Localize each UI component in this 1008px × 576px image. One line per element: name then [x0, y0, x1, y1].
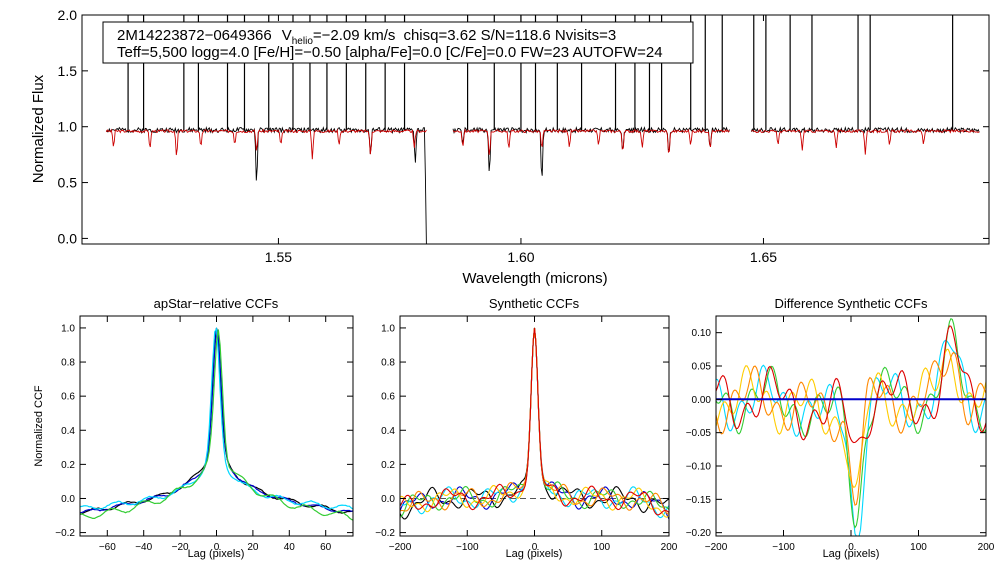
ccf-synthetic-x-tick-label: −200 — [389, 542, 412, 553]
ccf-difference-series-visit-3 — [715, 317, 987, 529]
ccf-synthetic-y-tick-label: −0.2 — [375, 528, 395, 539]
ccf-difference-y-tick-label: −0.05 — [686, 428, 712, 439]
spectrum-axes: 1.55 1.60 1.65 0.0 0.5 1.0 1.5 2.0 — [58, 7, 989, 265]
ccf-difference-x-tick-label: 100 — [910, 542, 927, 553]
annotation-vhelio-value: =−2.09 km/s — [313, 27, 396, 44]
ccf-difference-y-tick-label: 0.10 — [692, 328, 712, 339]
ccf-synthetic-x-tick-label: 200 — [661, 542, 678, 553]
ccf-apstar-y-axis-label: Normalized CCF — [33, 385, 45, 467]
ccf-synthetic-y-tick-label: 0.4 — [381, 426, 395, 437]
spectrum-series-synthetic — [452, 128, 730, 155]
annotation-box: 2M14223872−0649366 Vhelio=−2.09 km/s chisq… — [102, 21, 694, 64]
ccf-difference-x-tick-label: 0 — [848, 542, 854, 553]
ccf-difference-x-tick-label: −200 — [705, 542, 728, 553]
ccf-synthetic-x-axis-label: Lag (pixels) — [506, 548, 563, 560]
ccf-apstar-x-tick-label: 20 — [247, 542, 259, 553]
annotation-star-id: 2M14223872−0649366 — [117, 27, 272, 44]
ccf-apstar-series-visit-2 — [79, 328, 354, 514]
ccf-apstar-series-visit-3 — [79, 326, 354, 510]
spectrum-y-tick-label: 1.0 — [58, 119, 78, 135]
ccf-apstar-x-axis-label: Lag (pixels) — [188, 548, 245, 560]
ccf-apstar-series-visit-4 — [79, 329, 354, 521]
ccf-apstar-x-tick-label: −60 — [99, 542, 116, 553]
ccf-apstar-panel: apStar−relative CCFs −60 −40 −20 0 20 40 60 −0.… — [33, 296, 354, 560]
annotation-line-2: Teff=5,500 logg=4.0 [Fe/H]=−0.50 [alpha/… — [117, 44, 663, 61]
spectrum-frame — [81, 14, 990, 245]
ccf-apstar-y-tick-label: 0.2 — [61, 460, 75, 471]
ccf-synthetic-x-tick-label: −100 — [456, 542, 479, 553]
ccf-synthetic-y-tick-label: 0.0 — [381, 494, 395, 505]
ccf-difference-panel: Difference Synthetic CCFs −200 −100 0 100 20… — [686, 296, 995, 560]
ccf-synthetic-x-tick-label: 100 — [593, 542, 610, 553]
spectrum-series-observed — [105, 125, 427, 245]
ccf-synthetic-plot-area — [399, 327, 670, 520]
ccf-synthetic-series-visit-1 — [399, 327, 670, 520]
ccf-synthetic-series-visit-3 — [399, 327, 670, 519]
spectrum-x-axis-label: Wavelength (microns) — [462, 270, 607, 287]
spectrum-x-tick-label: 1.65 — [750, 249, 777, 265]
annotation-stats: chisq=3.62 S/N=118.6 Nvisits=3 — [403, 27, 616, 44]
ccf-difference-series-visit-6 — [715, 325, 987, 444]
ccf-difference-y-tick-label: −0.20 — [686, 528, 712, 539]
ccf-synthetic-y-tick-label: 0.8 — [381, 358, 395, 369]
ccf-synthetic-series-visit-6 — [399, 327, 670, 515]
ccf-synthetic-axes: −200 −100 0 100 200 −0.2 0.0 0.2 0.4 0.6 0.8 1.0 — [375, 316, 678, 553]
spectrum-series-synthetic — [751, 128, 980, 155]
spectrum-y-tick-label: 2.0 — [58, 7, 78, 23]
ccf-apstar-y-tick-label: 1.0 — [61, 323, 75, 334]
ccf-apstar-x-tick-label: 0 — [214, 542, 220, 553]
ccf-synthetic-y-tick-label: 0.2 — [381, 460, 395, 471]
ccf-difference-title: Difference Synthetic CCFs — [775, 296, 928, 311]
ccf-difference-y-tick-label: −0.15 — [686, 495, 712, 506]
ccf-apstar-x-tick-label: −20 — [172, 542, 189, 553]
ccf-apstar-axes: −60 −40 −20 0 20 40 60 −0.2 0.0 0.2 0.4 0.6 0.8 1.0 — [55, 316, 353, 553]
ccf-difference-x-tick-label: −100 — [772, 542, 795, 553]
ccf-synthetic-y-tick-label: 0.6 — [381, 392, 395, 403]
spectrum-series-synthetic — [105, 128, 427, 160]
annotation-vhelio-sub: helio — [292, 36, 314, 47]
ccf-difference-y-tick-label: 0.00 — [692, 395, 712, 406]
spectrum-panel: 1.55 1.60 1.65 0.0 0.5 1.0 1.5 2.0 Wavelength (… — [30, 7, 990, 287]
spectrum-y-tick-label: 0.0 — [58, 230, 78, 246]
annotation-line-1: 2M14223872−0649366 Vhelio=−2.09 km/s chisq… — [117, 27, 616, 47]
ccf-difference-axes: −200 −100 0 100 200 −0.20 −0.15 −0.10 −0.05 0.00 0… — [686, 316, 995, 553]
ccf-apstar-y-tick-label: 0.6 — [61, 392, 75, 403]
ccf-apstar-x-tick-label: 40 — [284, 542, 296, 553]
ccf-apstar-y-tick-label: 0.0 — [61, 494, 75, 505]
ccf-synthetic-x-tick-label: 0 — [532, 542, 538, 553]
ccf-synthetic-title: Synthetic CCFs — [489, 296, 580, 311]
ccf-apstar-series-visit-1 — [79, 327, 354, 515]
ccf-synthetic-series-visit-7 — [399, 327, 670, 516]
spectrum-y-axis-label: Normalized Flux — [30, 74, 47, 183]
ccf-difference-series-visit-5 — [715, 351, 987, 506]
spectrum-y-tick-label: 0.5 — [58, 174, 78, 190]
ccf-difference-x-tick-label: 200 — [978, 542, 995, 553]
ccf-apstar-x-tick-label: 60 — [320, 542, 332, 553]
spectrum-y-tick-label: 1.5 — [58, 63, 78, 79]
ccf-synthetic-y-tick-label: 1.0 — [381, 323, 395, 334]
ccf-apstar-x-tick-label: −40 — [135, 542, 152, 553]
ccf-synthetic-series-visit-4 — [399, 327, 670, 518]
ccf-synthetic-series-visit-2 — [399, 327, 670, 520]
spectrum-series-observed — [452, 125, 730, 176]
annotation-vhelio-prefix: V — [282, 27, 292, 44]
ccf-apstar-plot-area — [79, 326, 354, 521]
spectrum-x-tick-label: 1.55 — [265, 249, 292, 265]
spectrum-x-tick-label: 1.60 — [507, 249, 534, 265]
ccf-difference-x-axis-label: Lag (pixels) — [823, 548, 880, 560]
ccf-difference-series-visit-2 — [715, 339, 987, 537]
ccf-difference-y-tick-label: −0.10 — [686, 462, 712, 473]
annotation-frame — [102, 21, 694, 64]
ccf-apstar-title: apStar−relative CCFs — [154, 296, 279, 311]
ccf-synthetic-panel: Synthetic CCFs −200 −100 0 100 200 −0.2 0.0 0.2… — [375, 296, 678, 560]
ccf-difference-series-visit-4 — [715, 348, 987, 488]
ccf-apstar-y-tick-label: −0.2 — [55, 528, 75, 539]
ccf-apstar-y-tick-label: 0.4 — [61, 426, 75, 437]
ccf-difference-plot-area — [715, 317, 987, 537]
ccf-apstar-y-tick-label: 0.8 — [61, 358, 75, 369]
ccf-synthetic-series-visit-5 — [399, 327, 670, 518]
ccf-difference-y-tick-label: 0.05 — [692, 362, 712, 373]
